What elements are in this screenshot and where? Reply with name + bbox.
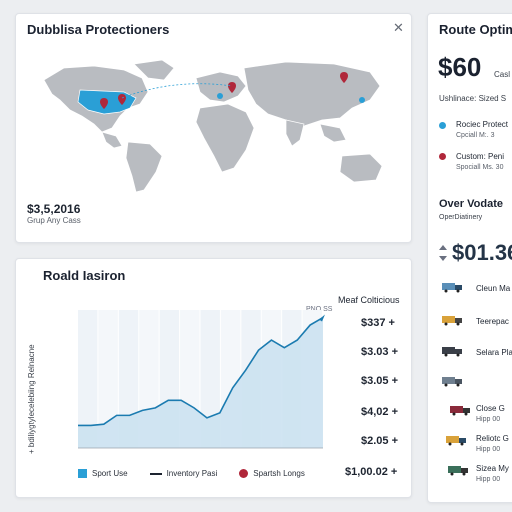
truck-icon [442, 377, 462, 387]
map-total-value: $3,5,2016 [27, 202, 81, 216]
vehicle-sub: Hipp 00 [476, 476, 501, 483]
vehicle-label: Cleun Ma [476, 284, 511, 293]
truck-icon [446, 436, 466, 446]
map-pin [118, 94, 126, 105]
route-line1: Ushlinace: Sized S [439, 94, 507, 103]
route-item-title: Rociec Protect [456, 120, 509, 129]
vehicle-label: Reliotc G [476, 434, 509, 443]
legend-swatch-dot [239, 469, 249, 478]
vehicle-label: Selara Pla [476, 348, 512, 357]
continent-europe [195, 71, 247, 103]
vehicle-sub: Hipp 00 [476, 416, 501, 423]
map-pin [340, 72, 348, 83]
legend-item-inventory[interactable]: Inventory Pasi [149, 469, 218, 478]
legend-label: Inventory Pasi [166, 469, 218, 478]
map-pin [100, 98, 108, 109]
world-map[interactable] [24, 58, 404, 198]
legend-label: Spartsh Longs [253, 469, 305, 478]
chart-y-axis-label: + bdiliygtylecelebiing Relnacne [27, 344, 36, 454]
continent-central-america [101, 131, 123, 149]
continent-asia [243, 61, 381, 127]
price-item: $337 + [361, 317, 395, 329]
highlight-east-asia [359, 97, 365, 103]
status-dot-red [439, 153, 446, 160]
continent-south-america [125, 141, 163, 193]
chart-top-legend: PNO SS [306, 306, 333, 313]
price-item: $3.05 + [361, 375, 399, 387]
section-subtitle: OperDiatinery [439, 214, 483, 221]
route-item-sub: Spociall Ms. 30 [456, 164, 504, 171]
route-big-value-2: $01.36 [452, 240, 512, 265]
truck-icon [442, 347, 462, 357]
truck-icon [450, 406, 470, 416]
chart-legend: Sport Use Inventory Pasi Spartsh Longs [78, 469, 327, 478]
vehicle-label: Teerepac [476, 317, 509, 326]
series-area [78, 317, 323, 448]
series-end-arrow [319, 314, 325, 322]
legend-swatch-line [149, 472, 162, 475]
price-item: $4,02 + [361, 406, 399, 418]
map-card-title: Dubblisa Protectioners [27, 22, 170, 37]
continent-australia [339, 153, 383, 183]
grid-band [98, 310, 118, 448]
legend-item-spartsh[interactable]: Spartsh Longs [239, 469, 305, 478]
price-item: $1,00.02 + [345, 466, 398, 478]
grid-band [78, 310, 98, 448]
continent-india [285, 119, 305, 147]
truck-icon [442, 283, 462, 293]
route-card-title: Route Optimi [439, 22, 512, 37]
route-item-sub: Cpciall M:. 3 [456, 132, 495, 139]
grid-band [200, 310, 220, 448]
status-dot-blue [439, 122, 446, 129]
price-item: $2.05 + [361, 435, 399, 447]
vehicle-label: Sizea My [476, 464, 509, 473]
price-item: $3.03 + [361, 346, 399, 358]
legend-item-sport-use[interactable]: Sport Use [78, 469, 128, 478]
continent-africa [195, 103, 255, 173]
price-column-title: Meaf Colticious [338, 295, 400, 305]
continent-greenland [133, 59, 175, 81]
up-down-arrows-icon[interactable] [436, 243, 450, 263]
highlight-europe [217, 93, 223, 99]
close-icon[interactable]: ✕ [393, 20, 404, 35]
section-title: Over Vodate [439, 198, 503, 210]
truck-icon [448, 466, 468, 476]
legend-swatch-box [78, 469, 87, 478]
truck-icon [442, 316, 462, 326]
legend-label: Sport Use [92, 469, 128, 478]
chart-title: Roald Iasiron [43, 268, 126, 283]
route-item-title: Custom: Peni [456, 152, 505, 161]
vehicle-label: Close G [476, 404, 505, 413]
area-chart[interactable] [70, 300, 335, 460]
map-pin [228, 82, 236, 93]
vehicle-sub: Hipp 00 [476, 446, 501, 453]
route-big-value: $60 [438, 52, 482, 82]
map-subtitle: Grup Any Cass [27, 216, 81, 225]
series-line [78, 316, 324, 427]
route-big-suffix: Casl [494, 70, 511, 79]
continent-se-asia [319, 123, 347, 143]
